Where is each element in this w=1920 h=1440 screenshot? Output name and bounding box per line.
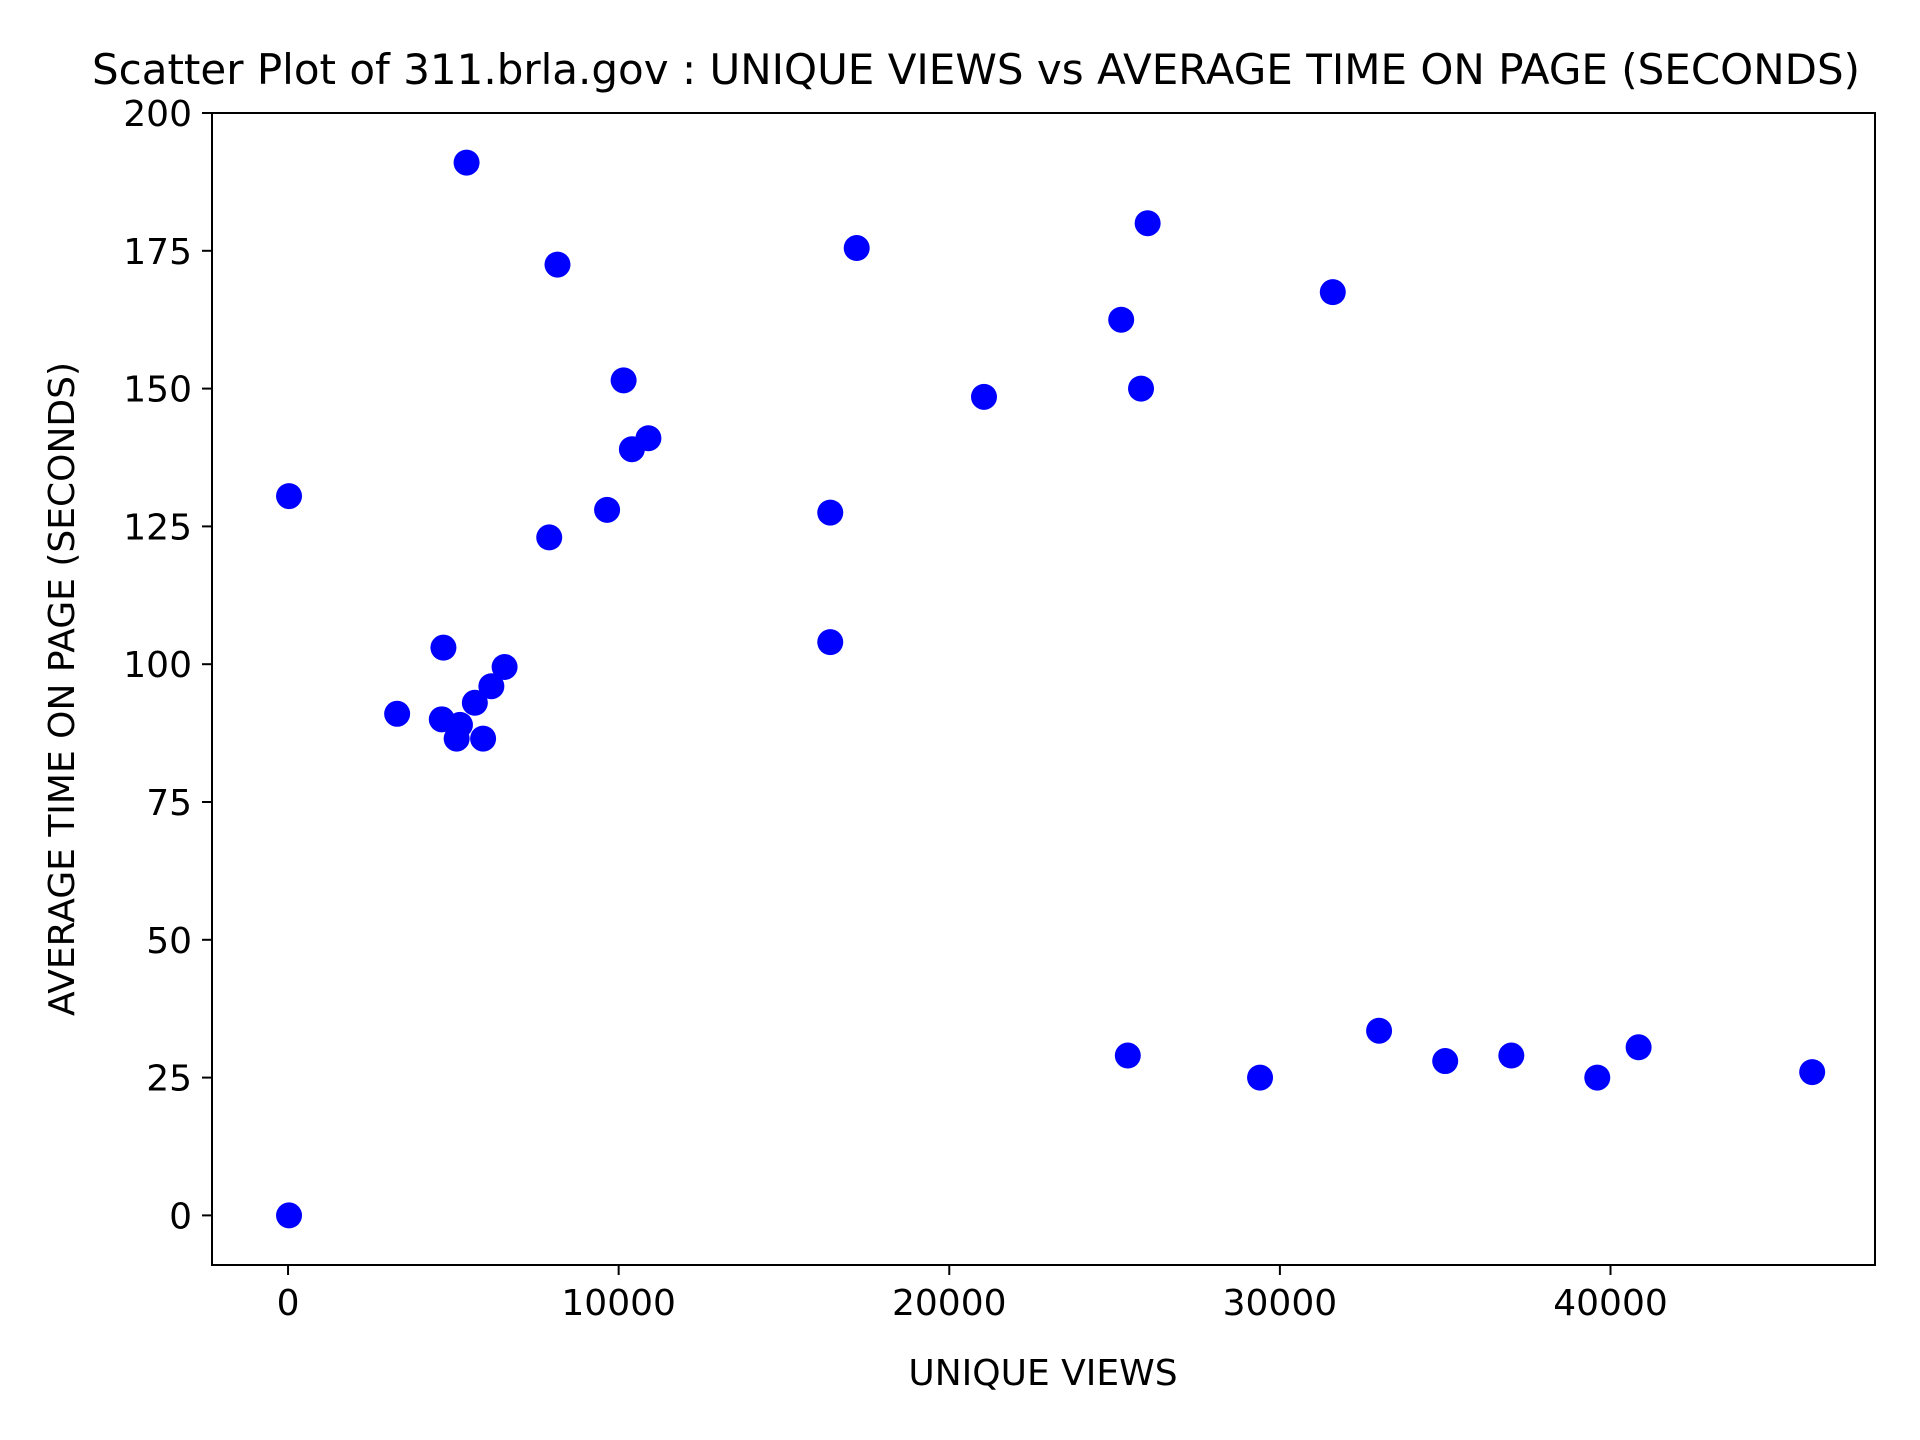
data-point [446,711,473,738]
x-tick-label: 10000 [561,1283,676,1324]
data-point [453,149,480,176]
chart-title: Scatter Plot of 311.brla.gov : UNIQUE VI… [92,45,1860,94]
data-point [1114,1042,1141,1069]
y-tick-label: 100 [123,645,192,686]
data-point [610,367,637,394]
y-tick-label: 75 [146,783,192,824]
x-tick-label: 40000 [1553,1283,1668,1324]
data-point [536,524,563,551]
data-point [817,629,844,656]
y-tick-label: 25 [146,1059,192,1100]
y-tick-label: 175 [123,232,192,273]
y-tick-label: 125 [123,507,192,548]
data-point [544,251,571,278]
y-tick-label: 0 [169,1196,192,1237]
data-point [970,383,997,410]
data-point [1799,1059,1826,1086]
x-tick-label: 30000 [1223,1283,1338,1324]
data-point [384,700,411,727]
data-point [470,725,497,752]
x-axis: 0 10000 20000 30000 40000 [277,1265,1668,1324]
data-point [1247,1064,1274,1091]
y-tick-label: 150 [123,370,192,411]
data-point [1128,375,1155,402]
x-axis-label: UNIQUE VIEWS [908,1353,1177,1394]
x-tick-label: 0 [277,1283,300,1324]
plot-frame [211,112,1876,1266]
plot-area [276,149,1826,1229]
data-point [461,689,488,716]
data-point [594,496,621,523]
x-tick-label: 20000 [892,1283,1007,1324]
y-axis-label: AVERAGE TIME ON PAGE (SECONDS) [42,362,83,1016]
data-point [1498,1042,1525,1069]
data-point [430,634,457,661]
data-point [478,673,505,700]
data-point [1584,1064,1611,1091]
data-point [1134,210,1161,237]
y-tick-label: 200 [123,94,192,135]
data-point [1319,279,1346,306]
data-point [843,235,870,262]
data-point [635,425,662,452]
data-point [1366,1017,1393,1044]
data-point [276,1202,303,1229]
y-tick-label: 50 [146,921,192,962]
data-point [1108,306,1135,333]
data-point [817,499,844,526]
y-axis: 0 25 50 75 100 125 150 175 200 [123,94,212,1237]
data-point [276,483,303,510]
data-point [1432,1048,1459,1075]
data-point [1625,1034,1652,1061]
data-point [491,653,518,680]
